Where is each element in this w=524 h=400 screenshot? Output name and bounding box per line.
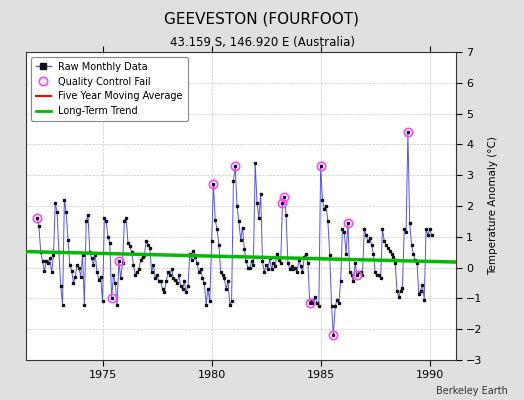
Y-axis label: Temperature Anomaly (°C): Temperature Anomaly (°C) [488, 136, 498, 276]
Legend: Raw Monthly Data, Quality Control Fail, Five Year Moving Average, Long-Term Tren: Raw Monthly Data, Quality Control Fail, … [31, 57, 188, 121]
Text: 43.159 S, 146.920 E (Australia): 43.159 S, 146.920 E (Australia) [169, 36, 355, 49]
Text: GEEVESTON (FOURFOOT): GEEVESTON (FOURFOOT) [165, 12, 359, 27]
Text: Berkeley Earth: Berkeley Earth [436, 386, 508, 396]
